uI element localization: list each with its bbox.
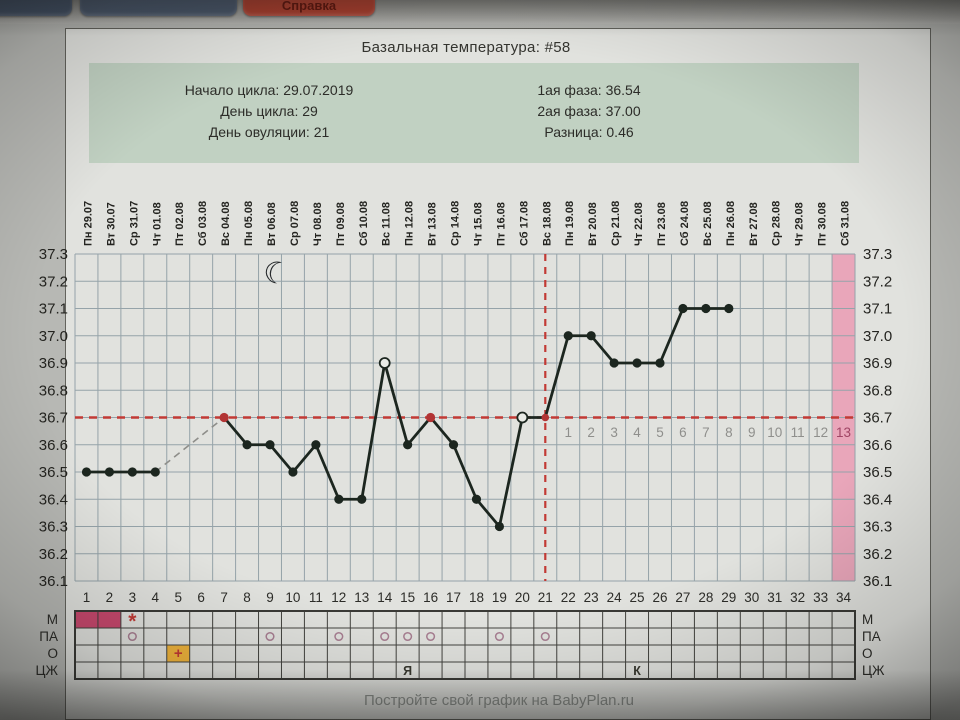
ovulation-day-label: День овуляции: 21 bbox=[208, 124, 330, 140]
cycle-info-left: Начало цикла: 29.07.2019 День цикла: 29 … bbox=[109, 80, 429, 143]
svg-text:36.5: 36.5 bbox=[39, 464, 68, 481]
svg-text:37.1: 37.1 bbox=[39, 301, 68, 318]
toolbar-button-1[interactable] bbox=[0, 0, 72, 16]
svg-text:36.7: 36.7 bbox=[39, 410, 68, 427]
svg-text:36.3: 36.3 bbox=[39, 519, 68, 536]
cycle-day: День цикла: 29 bbox=[220, 103, 318, 119]
svg-text:О: О bbox=[47, 646, 58, 661]
svg-text:37.3: 37.3 bbox=[39, 246, 68, 263]
svg-text:36.4: 36.4 bbox=[39, 491, 68, 508]
cycle-info-box: Начало цикла: 29.07.2019 День цикла: 29 … bbox=[89, 63, 859, 163]
help-button[interactable]: Справка bbox=[243, 0, 375, 16]
cycle-start-date: Начало цикла: 29.07.2019 bbox=[184, 82, 354, 98]
svg-text:36.2: 36.2 bbox=[39, 546, 68, 563]
svg-text:36.1: 36.1 bbox=[39, 573, 68, 590]
phase-difference: Разница: 0.46 bbox=[544, 124, 634, 140]
phase1-average: 1ая фаза: 36.54 bbox=[537, 82, 641, 98]
chart-panel: Базальная температура: #58 Начало цикла:… bbox=[65, 28, 931, 720]
svg-text:37.0: 37.0 bbox=[39, 328, 68, 345]
page-title: Базальная температура: #58 bbox=[361, 39, 571, 56]
toolbar: Справка bbox=[0, 0, 960, 24]
svg-text:ПА: ПА bbox=[39, 629, 58, 644]
svg-text:37.2: 37.2 bbox=[39, 273, 68, 290]
phase2-average: 2ая фаза: 37.00 bbox=[537, 103, 641, 119]
svg-text:36.8: 36.8 bbox=[39, 382, 68, 399]
svg-text:36.9: 36.9 bbox=[39, 355, 68, 372]
svg-text:ЦЖ: ЦЖ bbox=[36, 663, 59, 678]
svg-text:М: М bbox=[47, 612, 58, 627]
babyplan-link[interactable]: Постройте свой график на BabyPlan.ru bbox=[363, 692, 635, 709]
svg-text:36.6: 36.6 bbox=[39, 437, 68, 454]
toolbar-button-2[interactable] bbox=[80, 0, 237, 16]
cycle-info-right: 1ая фаза: 36.54 2ая фаза: 37.00 Разница:… bbox=[449, 80, 729, 143]
